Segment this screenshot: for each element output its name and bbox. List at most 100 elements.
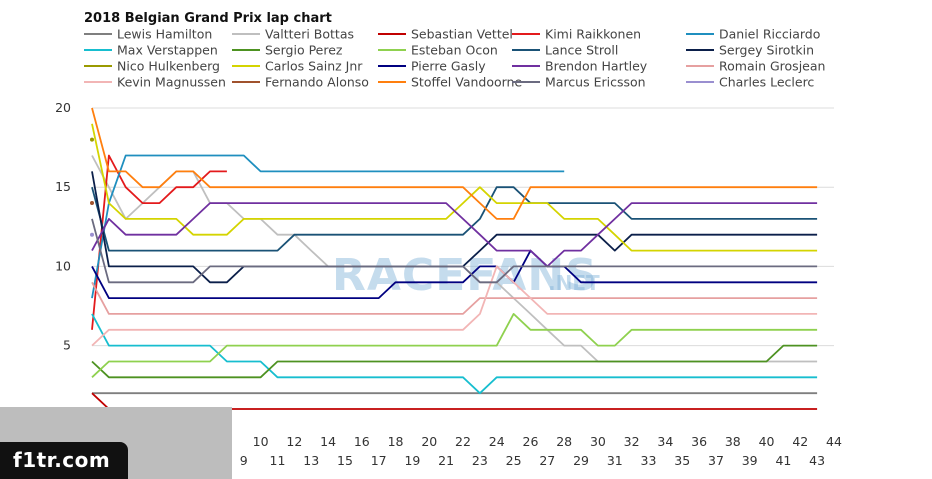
- x-tick-36: 36: [691, 434, 707, 449]
- legend-item-pierre-gasly: Pierre Gasly: [378, 59, 486, 74]
- legend-item-kevin-magnussen: Kevin Magnussen: [84, 75, 226, 90]
- legend-label-daniel-ricciardo: Daniel Ricciardo: [719, 27, 820, 42]
- y-tick-15: 15: [55, 179, 71, 194]
- x-tick-26: 26: [523, 434, 539, 449]
- legend-label-esteban-ocon: Esteban Ocon: [411, 43, 498, 58]
- legend-label-lance-stroll: Lance Stroll: [545, 43, 618, 58]
- x-tick-11: 11: [270, 453, 286, 468]
- legend-label-sergey-sirotkin: Sergey Sirotkin: [719, 43, 814, 58]
- x-tick-42: 42: [792, 434, 808, 449]
- series-line-kevin-magnussen: [91, 265, 818, 347]
- y-tick-5: 5: [63, 338, 71, 353]
- x-tick-37: 37: [708, 453, 724, 468]
- series-point-nico-hulkenberg: [90, 137, 94, 142]
- legend-item-brendon-hartley: Brendon Hartley: [512, 59, 648, 74]
- x-tick-15: 15: [337, 453, 353, 468]
- legend-label-sebastian-vettel: Sebastian Vettel: [411, 27, 513, 42]
- x-tick-32: 32: [624, 434, 640, 449]
- legend-label-fernando-alonso: Fernando Alonso: [265, 75, 369, 90]
- legend-item-sebastian-vettel: Sebastian Vettel: [378, 27, 513, 42]
- legend-item-carlos-sainz-jnr: Carlos Sainz Jnr: [232, 59, 363, 74]
- x-tick-19: 19: [404, 453, 420, 468]
- series-line-daniel-ricciardo: [91, 154, 565, 299]
- x-tick-43: 43: [809, 453, 825, 468]
- legend-item-fernando-alonso: Fernando Alonso: [232, 75, 369, 90]
- x-tick-9: 9: [240, 453, 248, 468]
- x-tick-21: 21: [438, 453, 454, 468]
- x-tick-35: 35: [674, 453, 690, 468]
- legend-item-sergio-perez: Sergio Perez: [232, 43, 343, 58]
- f1tr-badge-inner: [0, 442, 128, 479]
- y-axis-ticks: 5 10 15 20: [55, 100, 71, 353]
- legend-label-lewis-hamilton: Lewis Hamilton: [117, 27, 212, 42]
- x-axis-ticks: 10 12 14 16 18 20 22 24 26 28 30 32 34 36 38 40 42 44 9 11 1…: [240, 434, 842, 468]
- x-tick-22: 22: [455, 434, 471, 449]
- series-line-kimi-raikkonen: [91, 154, 227, 330]
- f1tr-badge-text: f1tr.com: [13, 448, 111, 472]
- legend-label-romain-grosjean: Romain Grosjean: [719, 59, 825, 74]
- series-point-fernando-alonso: [90, 201, 94, 206]
- chart-title: 2018 Belgian Grand Prix lap chart: [84, 11, 332, 26]
- x-tick-23: 23: [472, 453, 488, 468]
- chart-legend: Lewis Hamilton Valtteri Bottas Sebastian V…: [84, 27, 825, 90]
- series-line-esteban-ocon: [91, 312, 818, 378]
- x-tick-25: 25: [506, 453, 522, 468]
- legend-item-daniel-ricciardo: Daniel Ricciardo: [686, 27, 820, 42]
- legend-label-valtteri-bottas: Valtteri Bottas: [265, 27, 354, 42]
- x-tick-16: 16: [354, 434, 370, 449]
- x-tick-17: 17: [371, 453, 387, 468]
- legend-label-sergio-perez: Sergio Perez: [265, 43, 343, 58]
- x-tick-34: 34: [657, 434, 673, 449]
- x-tick-31: 31: [607, 453, 623, 468]
- series-line-lance-stroll: [91, 186, 818, 252]
- series-line-romain-grosjean: [91, 281, 818, 315]
- x-tick-41: 41: [775, 453, 791, 468]
- legend-item-lance-stroll: Lance Stroll: [512, 43, 618, 58]
- x-tick-20: 20: [421, 434, 437, 449]
- chart-gridlines: [92, 107, 834, 347]
- x-tick-14: 14: [320, 434, 336, 449]
- legend-label-max-verstappen: Max Verstappen: [117, 43, 218, 58]
- x-tick-12: 12: [286, 434, 302, 449]
- x-tick-39: 39: [742, 453, 758, 468]
- legend-item-valtteri-bottas: Valtteri Bottas: [232, 27, 354, 42]
- legend-item-marcus-ericsson: Marcus Ericsson: [512, 75, 646, 90]
- legend-item-lewis-hamilton: Lewis Hamilton: [84, 27, 212, 42]
- series-line-marcus-ericsson: [91, 218, 818, 284]
- legend-item-charles-leclerc: Charles Leclerc: [686, 75, 814, 90]
- series-line-brendon-hartley: [91, 202, 818, 268]
- legend-label-brendon-hartley: Brendon Hartley: [545, 59, 648, 74]
- x-tick-28: 28: [556, 434, 572, 449]
- legend-label-kimi-raikkonen: Kimi Raikkonen: [545, 27, 641, 42]
- legend-label-charles-leclerc: Charles Leclerc: [719, 75, 814, 90]
- x-tick-40: 40: [759, 434, 775, 449]
- legend-item-romain-grosjean: Romain Grosjean: [686, 59, 825, 74]
- y-tick-20: 20: [55, 100, 71, 115]
- legend-item-esteban-ocon: Esteban Ocon: [378, 43, 498, 58]
- x-tick-38: 38: [725, 434, 741, 449]
- legend-item-max-verstappen: Max Verstappen: [84, 43, 218, 58]
- legend-label-marcus-ericsson: Marcus Ericsson: [545, 75, 646, 90]
- legend-item-sergey-sirotkin: Sergey Sirotkin: [686, 43, 814, 58]
- chart-series: [90, 107, 818, 410]
- x-tick-18: 18: [388, 434, 404, 449]
- racefans-watermark: RACEFANS .NET: [332, 250, 600, 301]
- x-tick-29: 29: [573, 453, 589, 468]
- legend-item-nico-hulkenberg: Nico Hulkenberg: [84, 59, 220, 74]
- series-line-stoffel-vandoorne: [91, 107, 818, 220]
- y-tick-10: 10: [55, 258, 71, 273]
- watermark-main: RACEFANS: [332, 250, 598, 301]
- legend-item-kimi-raikkonen: Kimi Raikkonen: [512, 27, 641, 42]
- x-tick-10: 10: [253, 434, 269, 449]
- legend-label-kevin-magnussen: Kevin Magnussen: [117, 75, 226, 90]
- series-line-pierre-gasly: [91, 249, 818, 300]
- legend-label-nico-hulkenberg: Nico Hulkenberg: [117, 59, 220, 74]
- legend-item-stoffel-vandoorne: Stoffel Vandoorne: [378, 75, 522, 90]
- series-line-max-verstappen: [91, 313, 818, 395]
- x-tick-27: 27: [539, 453, 555, 468]
- series-point-charles-leclerc: [90, 232, 94, 237]
- legend-label-stoffel-vandoorne: Stoffel Vandoorne: [411, 75, 522, 90]
- legend-label-carlos-sainz-jnr: Carlos Sainz Jnr: [265, 59, 363, 74]
- x-tick-44: 44: [826, 434, 842, 449]
